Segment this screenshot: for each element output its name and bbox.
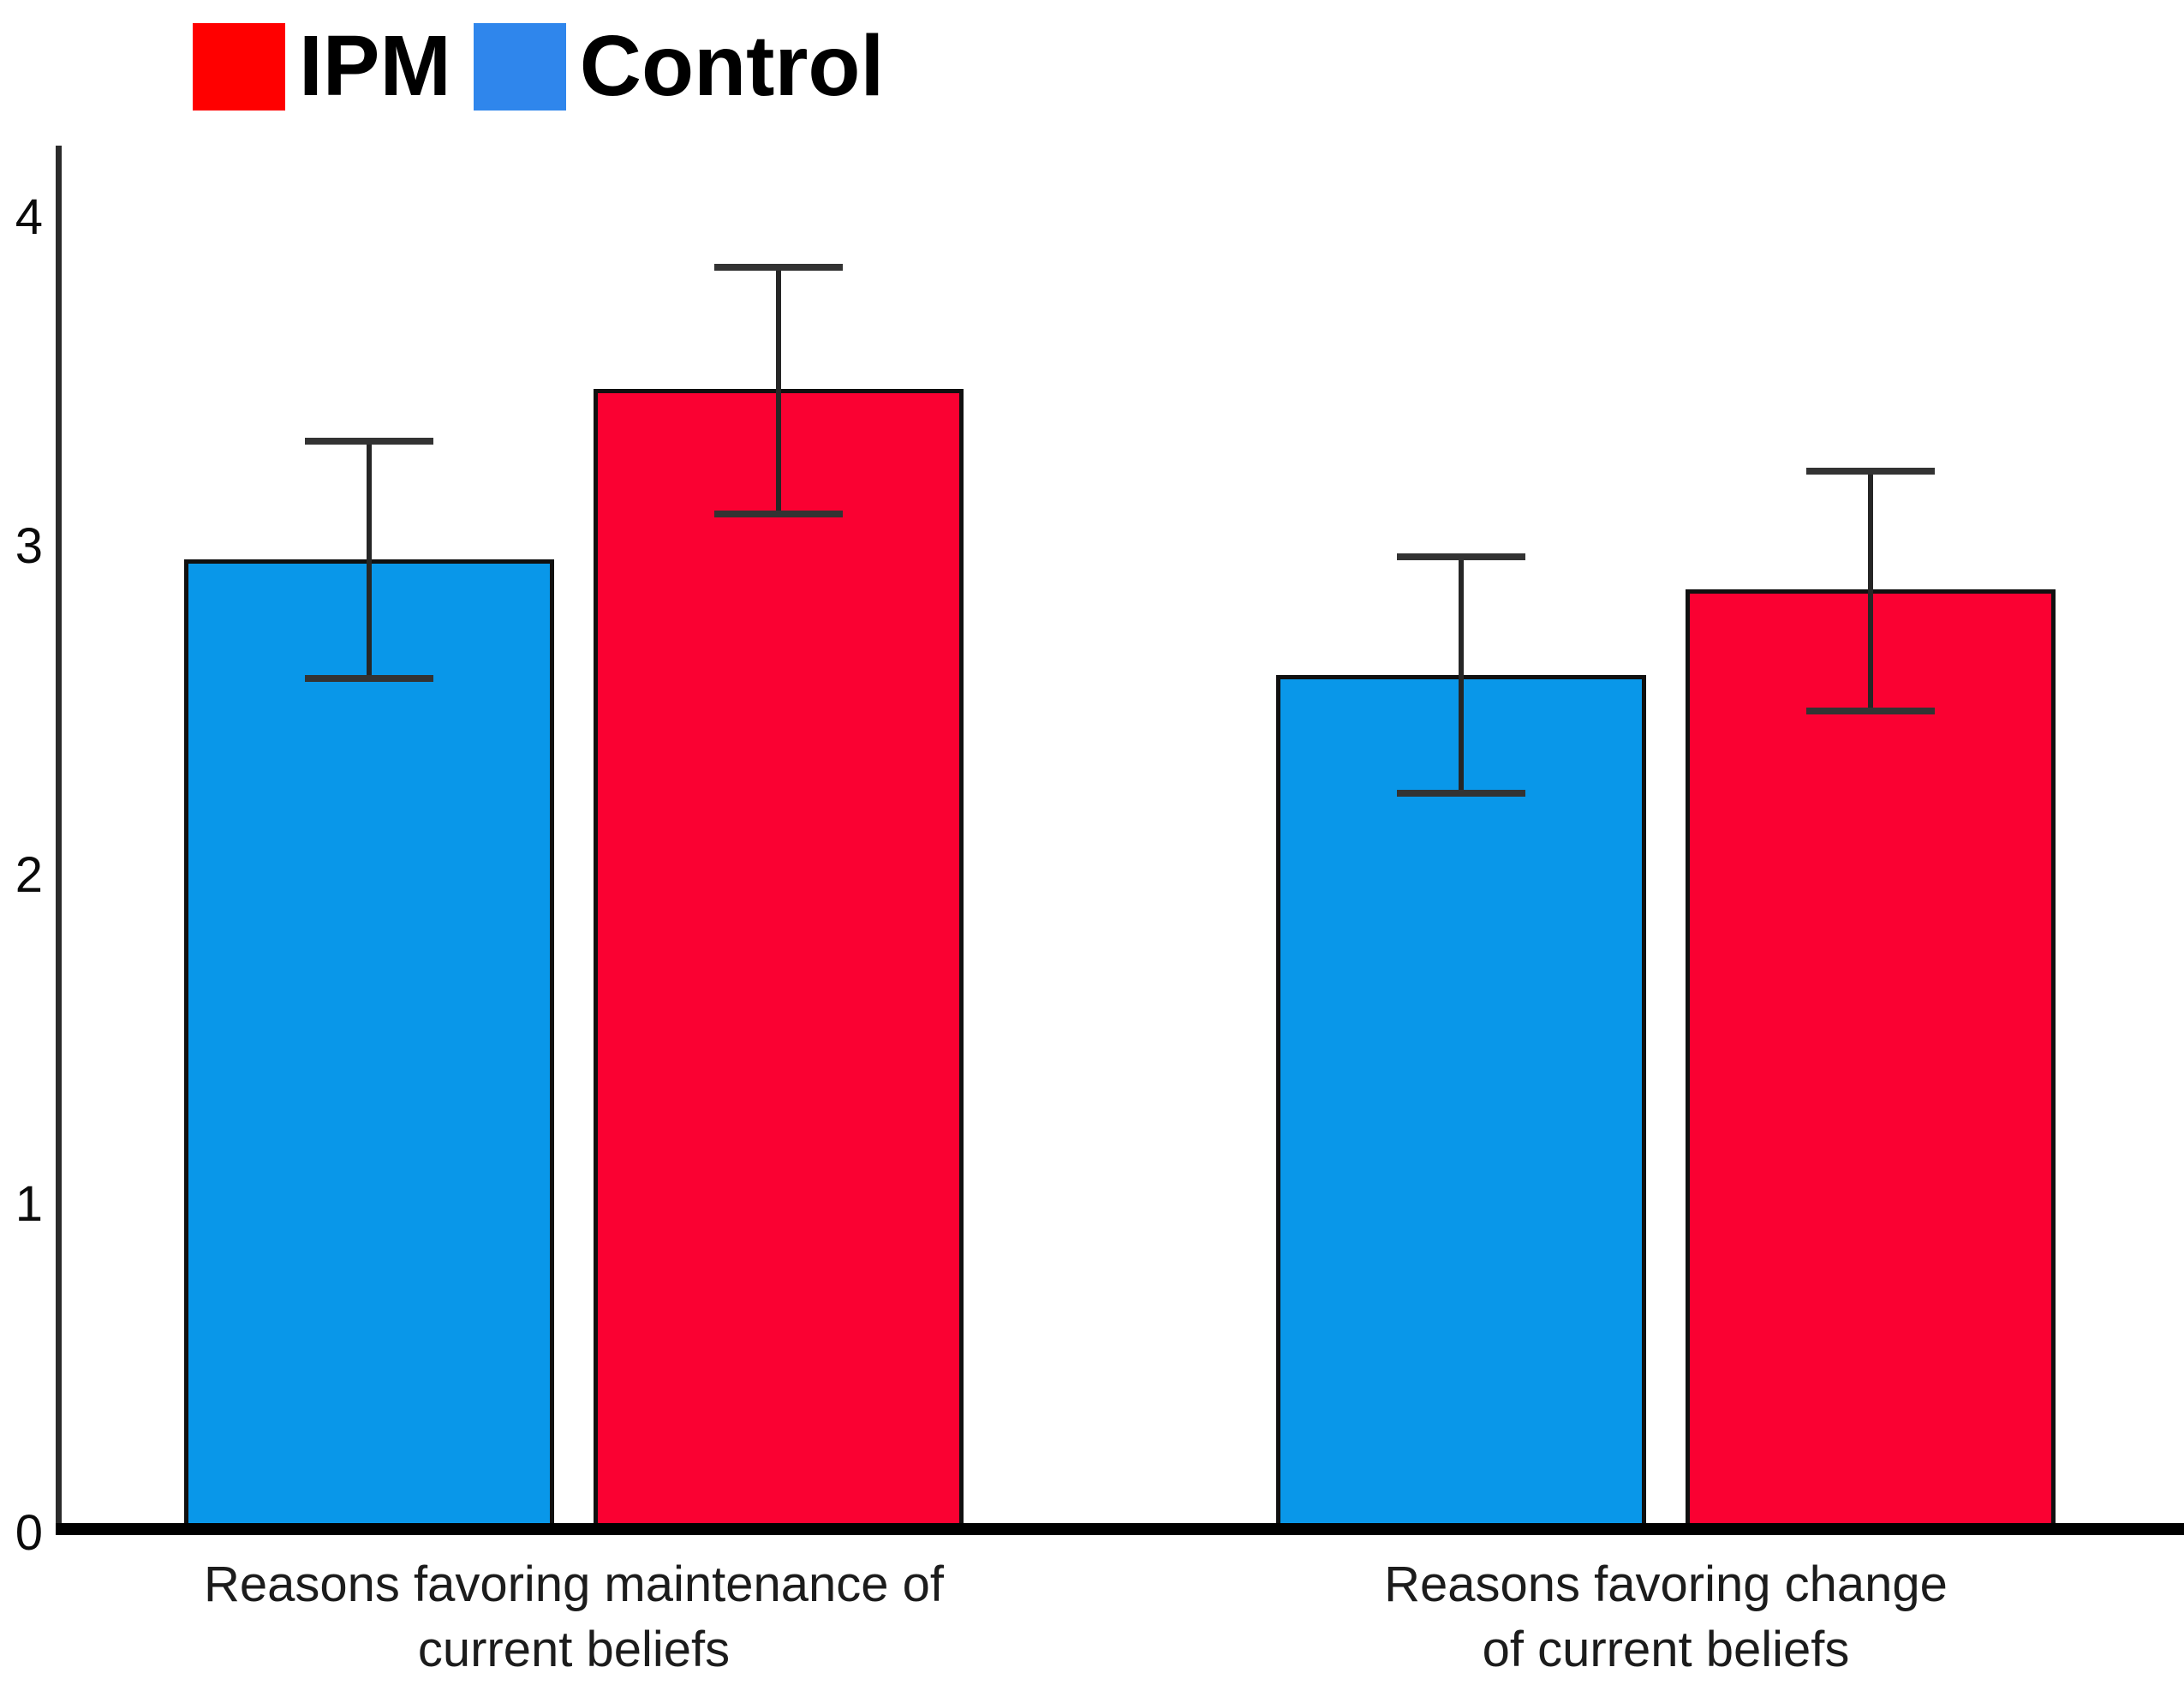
- error-bar-stem-control-group2: [1459, 556, 1464, 793]
- error-bar-cap-top-ipm-group2: [1806, 467, 1935, 475]
- bar-ipm-group1: [594, 388, 964, 1533]
- y-tick-label-3: 3: [15, 518, 43, 574]
- error-bar-cap-top-control-group1: [305, 438, 433, 445]
- x-axis-line: [56, 1523, 2184, 1535]
- x-category-label-group2: Reasons favoring change of current belie…: [1384, 1557, 1948, 1677]
- y-tick-label-0: 0: [15, 1505, 43, 1561]
- legend-item-control: Control: [473, 17, 885, 116]
- y-tick-label-2: 2: [15, 847, 43, 903]
- legend-swatch-control: [473, 22, 566, 111]
- error-bar-stem-ipm-group2: [1868, 470, 1873, 711]
- error-bar-cap-bottom-control-group1: [305, 674, 433, 682]
- y-axis-line: [56, 146, 62, 1533]
- y-tick-label-1: 1: [15, 1176, 43, 1232]
- bar-control-group1: [184, 559, 554, 1533]
- error-bar-cap-bottom-ipm-group1: [714, 510, 843, 517]
- legend-swatch-ipm: [193, 22, 285, 111]
- bar-control-group2: [1276, 674, 1646, 1533]
- legend-item-ipm: IPM: [193, 17, 451, 116]
- legend-label-control: Control: [579, 18, 885, 114]
- x-category-label-group1: Reasons favoring maintenance of current …: [203, 1557, 945, 1677]
- error-bar-stem-ipm-group1: [776, 266, 781, 514]
- error-bar-cap-bottom-ipm-group2: [1806, 708, 1935, 714]
- error-bar-stem-control-group1: [367, 441, 372, 678]
- error-bar-cap-top-ipm-group1: [714, 263, 843, 271]
- error-bar-cap-bottom-control-group2: [1397, 790, 1525, 797]
- error-bar-cap-top-control-group2: [1397, 553, 1525, 560]
- legend: IPM Control: [193, 17, 884, 116]
- bar-ipm-group2: [1686, 589, 2056, 1533]
- legend-label-ipm: IPM: [299, 18, 451, 114]
- y-tick-label-4: 4: [15, 189, 43, 245]
